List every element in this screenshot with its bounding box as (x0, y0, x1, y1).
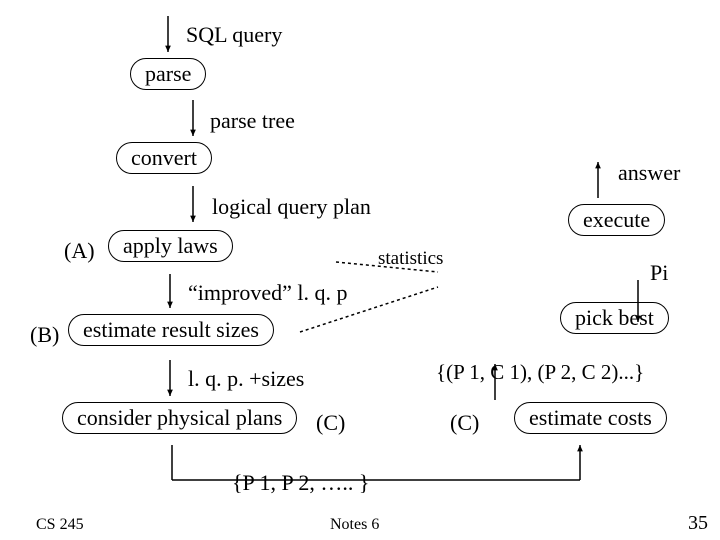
node-parse: parse (130, 58, 206, 90)
diagram-arrows (0, 0, 720, 540)
label-parse-tree: parse tree (210, 108, 295, 134)
label-pi: Pi (650, 260, 668, 286)
node-consider-plans: consider physical plans (62, 402, 297, 434)
node-estimate-costs: estimate costs (514, 402, 667, 434)
annotation-c-right: (C) (450, 410, 479, 436)
footer-page: 35 (688, 512, 708, 535)
node-estimate-sizes: estimate result sizes (68, 314, 274, 346)
annotation-b: (B) (30, 322, 59, 348)
label-logical-qp: logical query plan (212, 194, 371, 220)
label-pc-pairs: {(P 1, C 1), (P 2, C 2)...} (436, 360, 644, 385)
footer-course: CS 245 (36, 516, 84, 534)
node-pick-best: pick best (560, 302, 669, 334)
label-statistics: statistics (378, 248, 443, 270)
node-apply-laws: apply laws (108, 230, 233, 262)
label-improved: “improved” l. q. p (188, 280, 347, 306)
label-set-plans: {P 1, P 2, ….. } (232, 470, 369, 496)
label-answer: answer (618, 160, 680, 186)
node-execute: execute (568, 204, 665, 236)
label-lqp-sizes: l. q. p. +sizes (188, 366, 304, 392)
node-convert: convert (116, 142, 212, 174)
annotation-a: (A) (64, 238, 95, 264)
annotation-c-left: (C) (316, 410, 345, 436)
label-sql-query: SQL query (186, 22, 282, 48)
footer-section: Notes 6 (330, 516, 379, 534)
